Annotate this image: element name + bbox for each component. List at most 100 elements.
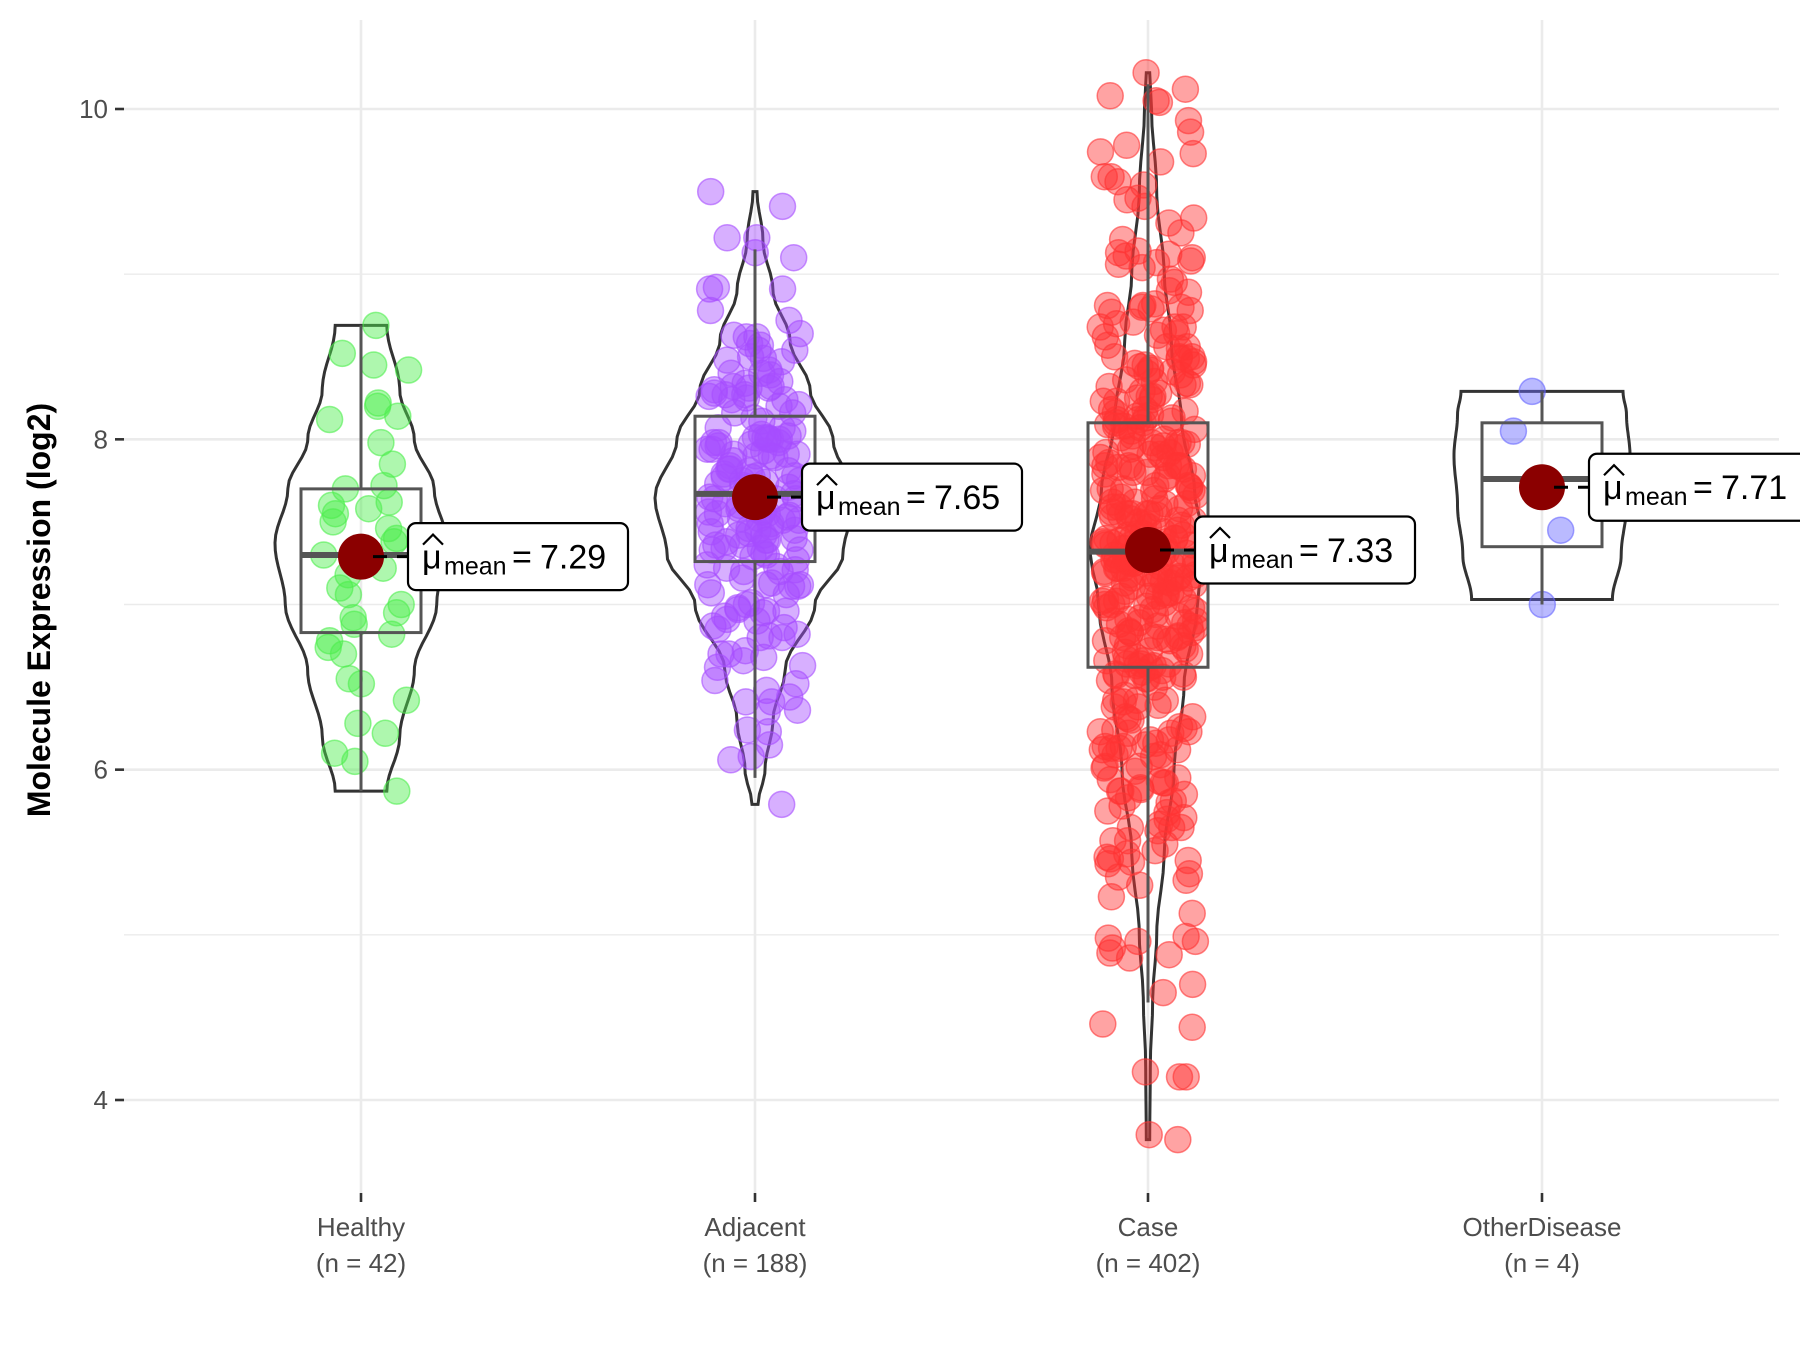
x-tick-label-otherdisease: OtherDisease [1463,1212,1622,1242]
mean-value: 7.71 [1721,469,1787,507]
data-point [329,640,358,668]
data-point [1097,395,1126,424]
data-point [782,546,811,574]
data-point [703,653,732,682]
data-point [1155,276,1184,305]
data-point [1114,783,1143,812]
mean-label-box [1587,452,1800,522]
data-point [1167,813,1195,842]
data-point [1128,253,1156,282]
hat-icon [1603,463,1625,477]
data-point [1106,501,1135,530]
data-point [387,590,415,619]
data-point [1151,686,1180,715]
data-point [383,777,411,805]
data-point [394,356,423,384]
data-point [1125,871,1154,900]
data-point [1151,489,1179,518]
data-point [699,612,727,640]
data-point [1113,650,1141,678]
mean-subscript: mean [444,553,507,581]
data-point [1138,385,1166,414]
mean-subscript: mean [1231,546,1294,574]
data-point [378,450,407,478]
data-point [704,432,732,460]
x-tick-label-adjacent: Adjacent [704,1212,806,1242]
data-point [1091,460,1119,488]
mean-label-box [406,522,630,592]
mean-point [1125,526,1171,573]
data-point [315,405,344,434]
violin-adjacent [653,190,857,806]
data-point [713,224,741,252]
data-point [743,607,771,635]
data-point [731,369,759,397]
data-point [757,372,785,401]
data-point [1142,471,1170,500]
data-point [1136,400,1165,429]
data-point [1165,1063,1194,1091]
data-point [1097,298,1126,326]
data-point [1112,242,1140,270]
data-point [767,790,796,819]
y-tick-label: 10 [79,94,108,124]
data-point [1097,162,1125,191]
data-point [693,435,722,463]
data-point [1108,225,1137,254]
data-point [382,599,411,627]
data-point [720,399,749,427]
data-point [736,343,765,371]
data-point [752,570,780,599]
data-point [1110,569,1139,597]
data-point [1175,717,1203,746]
data-point [1149,978,1177,1007]
data-point [1160,268,1189,297]
equals-sign: = [512,539,532,577]
mean-point [732,474,778,521]
data-point [1115,944,1144,972]
data-point [782,670,810,698]
x-tick-label-healthy: Healthy [317,1212,405,1242]
data-point [1152,625,1180,653]
data-point [1132,58,1160,87]
mu-symbol: μ [422,539,442,577]
data-point [1091,627,1120,655]
mean-value: 7.29 [540,539,606,577]
mean-subscript: mean [838,493,901,521]
equals-sign: = [1693,469,1713,507]
data-point [768,192,797,221]
data-point [1109,688,1137,716]
data-point [1170,608,1199,637]
data-point [1178,1013,1206,1042]
violin-healthy [273,323,449,793]
data-point [1164,1125,1192,1154]
data-point [1112,131,1141,160]
data-point [1171,397,1199,426]
data-point [1155,940,1183,969]
data-point [1172,1063,1200,1091]
data-point [1086,138,1115,166]
hat-icon [1209,526,1231,539]
data-point [1089,1010,1117,1038]
data-point [788,651,817,680]
data-point [1129,291,1157,320]
data-point [1092,438,1120,467]
data-point [761,443,789,472]
data-point [737,742,765,771]
data-point [1114,719,1142,748]
data-point [1096,82,1124,110]
data-point [1101,741,1129,769]
data-point [1179,139,1207,168]
data-point [1098,934,1127,962]
data-point [371,719,400,748]
data-point [363,392,392,421]
data-point [1546,516,1575,544]
data-point [319,508,347,536]
data-point [767,347,796,376]
mean-label-healthy: μ mean = 7.29 [406,522,630,592]
equals-sign: = [906,479,926,517]
data-point [1095,372,1123,401]
data-point [1173,369,1202,397]
data-point [707,640,735,668]
data-point [1157,579,1185,607]
